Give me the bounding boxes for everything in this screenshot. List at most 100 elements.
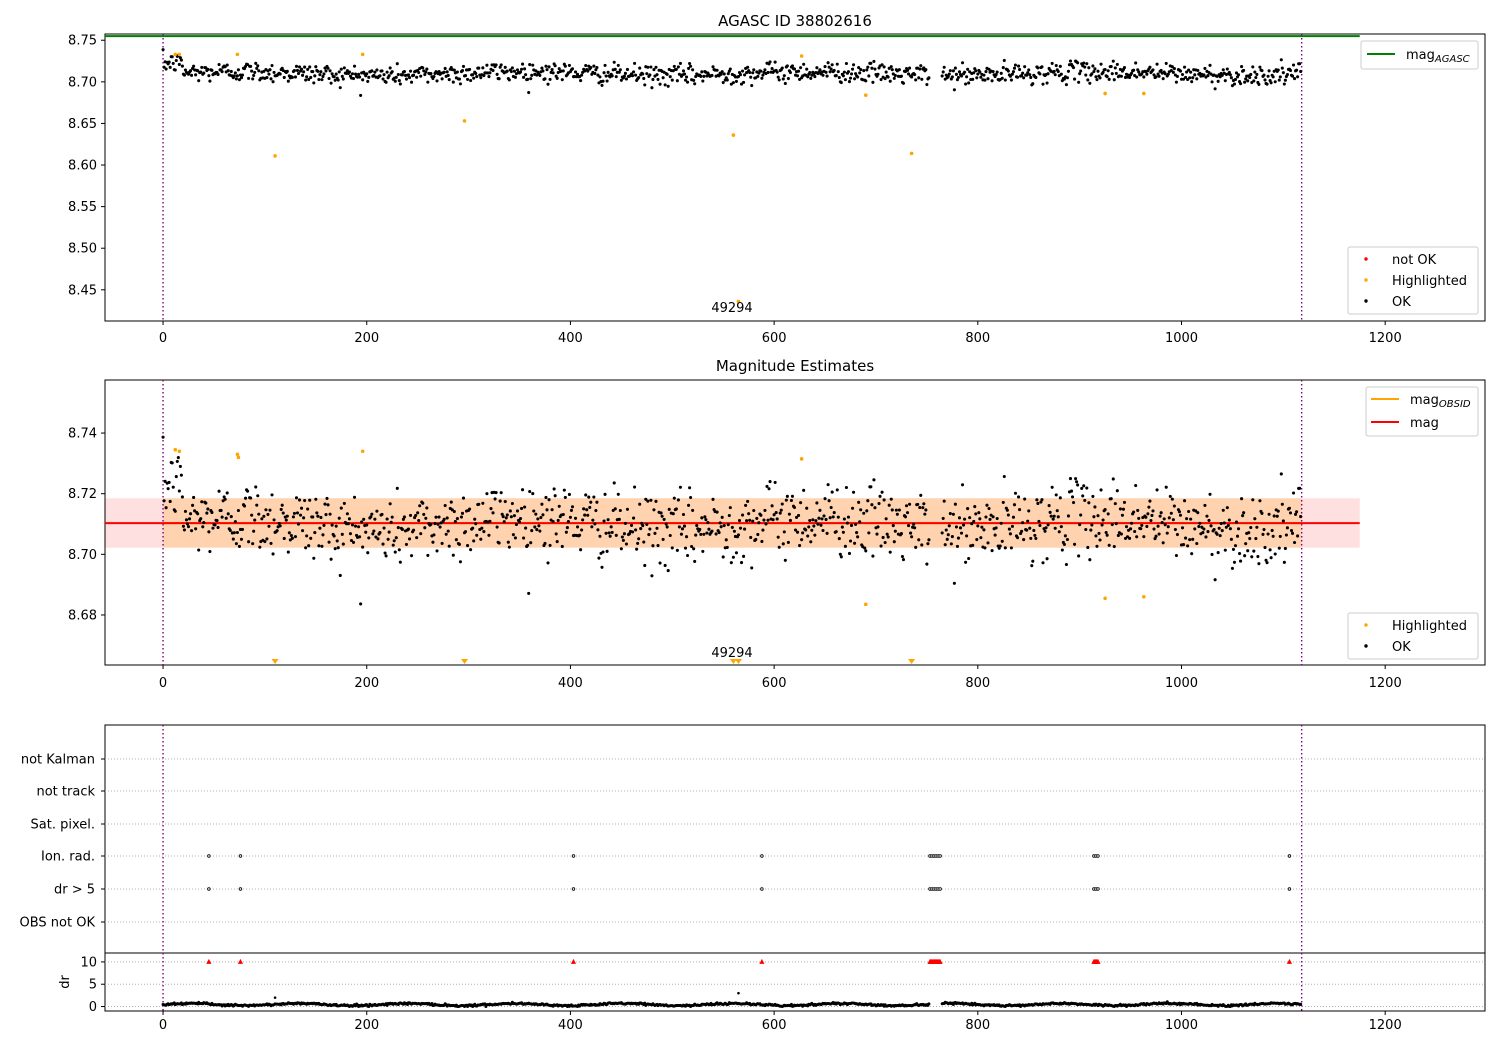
ok-point bbox=[168, 65, 172, 69]
ok-point bbox=[853, 77, 857, 81]
ok-point bbox=[1003, 546, 1007, 550]
ok-point bbox=[1036, 66, 1040, 70]
ok-point bbox=[1234, 71, 1239, 75]
ok-point bbox=[1026, 519, 1030, 523]
ok-point bbox=[1094, 75, 1098, 79]
ok-point bbox=[511, 533, 515, 537]
ok-point bbox=[1086, 78, 1090, 82]
ok-point bbox=[823, 65, 827, 69]
ok-point bbox=[794, 515, 799, 519]
ok-point bbox=[618, 68, 622, 72]
ok-point bbox=[1164, 61, 1168, 65]
ok-point bbox=[777, 545, 781, 549]
ok-point bbox=[616, 492, 620, 496]
ok-point bbox=[497, 77, 501, 81]
ok-point bbox=[1292, 540, 1297, 545]
panel1-obsid-label: 49294 bbox=[711, 301, 752, 316]
ok-point bbox=[857, 500, 861, 504]
ok-point bbox=[979, 536, 983, 540]
ok-point bbox=[852, 490, 856, 494]
ok-point bbox=[957, 70, 962, 74]
ok-point bbox=[1137, 516, 1141, 520]
ok-point bbox=[967, 81, 971, 85]
ok-point bbox=[837, 537, 841, 541]
ok-point bbox=[579, 79, 583, 83]
dr-clipped-marker bbox=[570, 958, 577, 964]
ok-point bbox=[1015, 75, 1020, 79]
ok-point bbox=[474, 71, 478, 75]
ok-point bbox=[692, 547, 696, 551]
ok-point bbox=[670, 546, 674, 550]
ok-point bbox=[982, 73, 986, 77]
ok-point bbox=[1142, 535, 1146, 539]
ok-point bbox=[864, 79, 868, 83]
ok-point bbox=[500, 512, 504, 516]
ok-point bbox=[387, 74, 391, 78]
ok-point bbox=[705, 531, 709, 535]
ok-point bbox=[631, 74, 635, 78]
ok-point bbox=[1044, 526, 1048, 530]
ok-point bbox=[1187, 68, 1191, 72]
ok-point bbox=[862, 511, 866, 515]
ok-point bbox=[715, 510, 719, 514]
ok-point bbox=[371, 532, 375, 536]
ok-point bbox=[188, 69, 193, 73]
ok-point bbox=[729, 561, 733, 565]
ok-point bbox=[535, 528, 539, 532]
ok-point bbox=[1119, 532, 1123, 536]
ok-point bbox=[200, 65, 204, 69]
ok-point bbox=[237, 544, 241, 548]
ok-point bbox=[1220, 73, 1224, 77]
ok-point bbox=[849, 523, 854, 528]
ok-point bbox=[623, 71, 627, 75]
ok-point bbox=[690, 544, 694, 549]
ok-point bbox=[442, 70, 446, 74]
ok-point bbox=[763, 508, 767, 512]
ok-point bbox=[880, 63, 884, 67]
ok-point bbox=[1203, 503, 1207, 507]
ok-point bbox=[168, 499, 172, 504]
ok-point bbox=[304, 78, 308, 82]
ok-point bbox=[1121, 507, 1126, 511]
ok-point bbox=[278, 72, 282, 76]
ok-point bbox=[783, 81, 787, 86]
highlighted-point bbox=[236, 455, 241, 460]
ok-point bbox=[270, 493, 274, 497]
ok-point bbox=[1190, 552, 1194, 556]
ok-point bbox=[1157, 532, 1161, 536]
ok-point bbox=[678, 61, 682, 65]
ok-point bbox=[731, 81, 735, 85]
ok-point bbox=[547, 498, 551, 502]
ok-point bbox=[341, 77, 345, 81]
ok-point bbox=[668, 533, 672, 538]
ok-point bbox=[186, 525, 191, 529]
ok-point bbox=[381, 77, 385, 81]
ok-point bbox=[290, 75, 294, 79]
highlighted-point bbox=[173, 52, 178, 57]
ok-point bbox=[1208, 492, 1212, 496]
ok-point bbox=[1079, 69, 1083, 73]
ok-point bbox=[871, 554, 875, 558]
ok-point bbox=[1152, 527, 1156, 531]
ok-point bbox=[925, 562, 929, 566]
x-tick-label: 400 bbox=[558, 1018, 583, 1033]
ok-point bbox=[613, 507, 617, 511]
ok-point bbox=[1227, 518, 1231, 522]
ok-point bbox=[1053, 526, 1057, 530]
ok-point bbox=[1258, 65, 1262, 69]
ok-point bbox=[406, 73, 411, 77]
ok-point bbox=[527, 90, 531, 95]
ok-point bbox=[540, 502, 544, 506]
ok-point bbox=[192, 495, 196, 500]
ok-point bbox=[316, 69, 320, 73]
ok-point bbox=[321, 74, 325, 79]
panel1-data bbox=[105, 34, 1360, 321]
ok-point bbox=[1186, 77, 1190, 82]
ok-point bbox=[495, 72, 499, 76]
ok-point bbox=[253, 70, 257, 74]
ok-point bbox=[251, 77, 255, 81]
dr-y-tick-label: 10 bbox=[80, 955, 97, 970]
ok-point bbox=[480, 526, 484, 530]
ok-point bbox=[1273, 552, 1277, 556]
ok-point bbox=[1013, 491, 1018, 495]
